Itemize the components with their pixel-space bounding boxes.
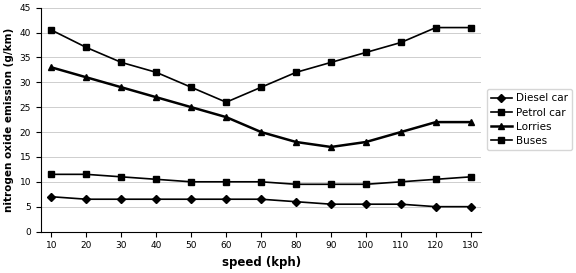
Y-axis label: nitrogen oxide emission (g/km): nitrogen oxide emission (g/km)	[4, 28, 14, 212]
Buses	[362, 51, 369, 54]
Buses	[293, 71, 300, 74]
Petrol car	[83, 173, 90, 176]
Petrol car	[433, 178, 439, 181]
Diesel car	[328, 203, 335, 206]
Petrol car	[223, 180, 230, 183]
Diesel car	[467, 205, 474, 208]
Petrol car	[188, 180, 195, 183]
Lorries	[467, 120, 474, 124]
Diesel car	[188, 198, 195, 201]
Diesel car	[83, 198, 90, 201]
Lorries	[83, 76, 90, 79]
Lorries	[433, 120, 439, 124]
Line: Petrol car: Petrol car	[48, 171, 473, 187]
X-axis label: speed (kph): speed (kph)	[222, 256, 301, 269]
Diesel car	[433, 205, 439, 208]
Lorries	[153, 96, 160, 99]
Buses	[397, 41, 404, 44]
Lorries	[328, 145, 335, 149]
Diesel car	[257, 198, 264, 201]
Buses	[153, 71, 160, 74]
Line: Buses: Buses	[48, 25, 473, 105]
Buses	[48, 28, 55, 32]
Buses	[467, 26, 474, 29]
Lorries	[188, 106, 195, 109]
Legend: Diesel car, Petrol car, Lorries, Buses: Diesel car, Petrol car, Lorries, Buses	[487, 89, 572, 150]
Lorries	[362, 140, 369, 144]
Lorries	[118, 86, 125, 89]
Petrol car	[293, 183, 300, 186]
Buses	[433, 26, 439, 29]
Diesel car	[397, 203, 404, 206]
Lorries	[397, 130, 404, 134]
Diesel car	[153, 198, 160, 201]
Diesel car	[223, 198, 230, 201]
Line: Lorries: Lorries	[48, 64, 474, 150]
Lorries	[223, 115, 230, 119]
Petrol car	[467, 175, 474, 179]
Buses	[223, 100, 230, 104]
Diesel car	[293, 200, 300, 203]
Petrol car	[48, 173, 55, 176]
Petrol car	[328, 183, 335, 186]
Diesel car	[48, 195, 55, 198]
Lorries	[257, 130, 264, 134]
Petrol car	[397, 180, 404, 183]
Buses	[328, 61, 335, 64]
Line: Diesel car: Diesel car	[48, 194, 473, 209]
Buses	[257, 86, 264, 89]
Petrol car	[257, 180, 264, 183]
Petrol car	[153, 178, 160, 181]
Buses	[118, 61, 125, 64]
Buses	[83, 46, 90, 49]
Lorries	[293, 140, 300, 144]
Lorries	[48, 66, 55, 69]
Diesel car	[118, 198, 125, 201]
Buses	[188, 86, 195, 89]
Petrol car	[362, 183, 369, 186]
Petrol car	[118, 175, 125, 179]
Diesel car	[362, 203, 369, 206]
